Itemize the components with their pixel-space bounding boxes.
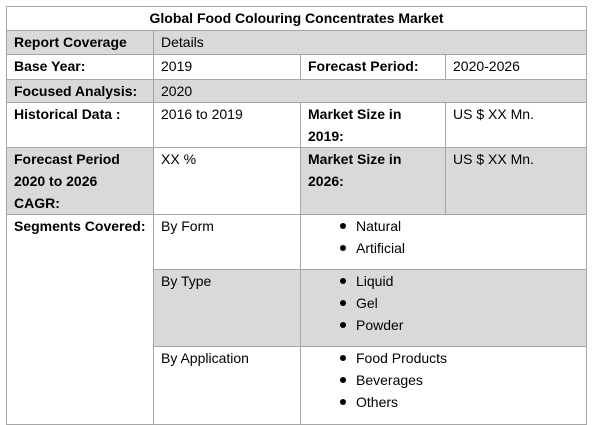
segments-covered-label: Segments Covered: [6,214,154,425]
forecast-period-value: 2020-2026 [444,54,588,80]
bullet-icon [340,355,346,361]
segment-type-items: Liquid Gel Powder [299,269,588,347]
forecast-cagr-label: Forecast Period 2020 to 2026 CAGR: [6,147,154,215]
focused-analysis-label: Focused Analysis: [6,79,154,103]
focused-analysis-row: Focused Analysis: 2020 [6,79,588,103]
forecast-cagr-value: XX % [153,147,301,215]
base-year-value: 2019 [153,54,301,80]
market-size-2026-label: Market Size in 2026: [300,147,446,215]
segment-form-items: Natural Artificial [299,214,588,270]
market-size-2026-value: US $ XX Mn. [444,147,588,215]
table-title: Global Food Colouring Concentrates Marke… [5,6,588,31]
list-item: Others [308,391,579,413]
list-item: Natural [308,215,579,237]
report-coverage-label: Report Coverage [6,30,154,55]
bullet-icon [340,223,346,229]
list-item: Liquid [308,270,579,292]
base-year-label: Base Year: [6,54,154,80]
details-label: Details [152,30,588,55]
bullet-icon [340,300,346,306]
report-table: Global Food Colouring Concentrates Marke… [5,6,588,425]
title-row: Global Food Colouring Concentrates Marke… [5,6,588,31]
list-item: Powder [308,314,579,336]
segment-application-name: By Application [153,346,301,425]
list-item: Artificial [308,237,579,259]
bullet-icon [340,245,346,251]
segment-application-row: By Application Food Products Beverages O… [7,346,588,425]
segment-form-row: Segments Covered: By Form Natural Artifi… [6,214,588,425]
forecast-cagr-row: Forecast Period 2020 to 2026 CAGR: XX % … [6,147,588,215]
market-size-2019-label: Market Size in 2019: [300,102,446,148]
forecast-period-label: Forecast Period: [300,54,446,80]
historical-data-row: Historical Data : 2016 to 2019 Market Si… [6,102,588,148]
bullet-icon [340,322,346,328]
bullet-icon [340,377,346,383]
list-item: Food Products [308,347,579,369]
list-item: Beverages [308,369,579,391]
list-item: Gel [308,292,579,314]
market-size-2019-value: US $ XX Mn. [444,102,588,148]
historical-data-label: Historical Data : [6,102,154,148]
segment-type-row: By Type Liquid Gel Powder [7,269,588,347]
coverage-row: Report Coverage Details [6,30,588,55]
historical-data-value: 2016 to 2019 [153,102,301,148]
segment-type-name: By Type [153,269,301,347]
focused-analysis-value: 2020 [152,79,588,103]
base-year-row: Base Year: 2019 Forecast Period: 2020-20… [6,54,588,80]
segment-application-items: Food Products Beverages Others [299,346,588,425]
bullet-icon [340,278,346,284]
segment-form-name: By Form [153,214,301,270]
bullet-icon [340,399,346,405]
